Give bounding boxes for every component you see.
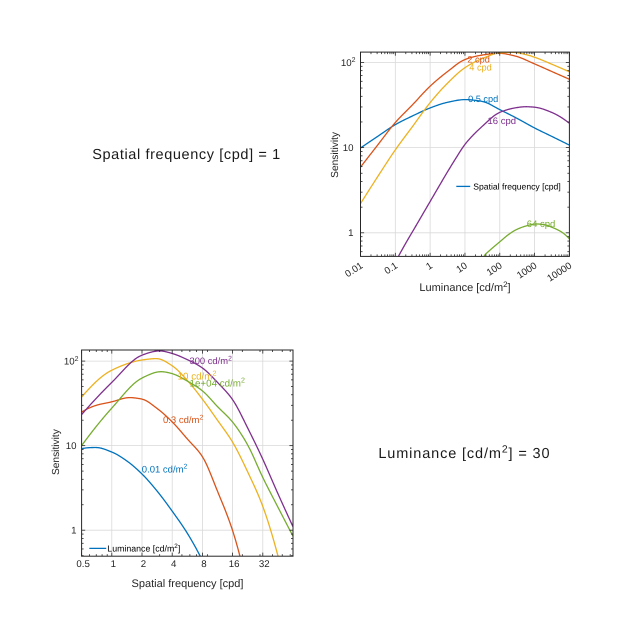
svg-text:10: 10 [343, 143, 354, 154]
svg-text:10: 10 [66, 441, 77, 452]
svg-text:2: 2 [141, 559, 146, 570]
svg-text:Spatial frequency [cpd]: Spatial frequency [cpd] [473, 182, 560, 192]
svg-text:1: 1 [111, 559, 116, 570]
svg-text:1: 1 [71, 526, 76, 537]
svg-text:Spatial frequency [cpd] = 1: Spatial frequency [cpd] = 1 [92, 147, 281, 163]
svg-text:1: 1 [348, 228, 353, 239]
svg-text:Sensitivity: Sensitivity [51, 428, 62, 475]
svg-text:1: 1 [424, 260, 435, 272]
svg-text:2 cpd: 2 cpd [467, 55, 489, 65]
svg-text:300 cd/m2: 300 cd/m2 [190, 355, 233, 366]
svg-text:Spatial frequency [cpd]: Spatial frequency [cpd] [132, 578, 244, 590]
svg-text:102: 102 [341, 57, 356, 69]
svg-text:16 cpd: 16 cpd [488, 116, 517, 127]
svg-text:0.5: 0.5 [76, 559, 89, 570]
svg-text:4 cpd: 4 cpd [469, 63, 491, 73]
svg-text:1e+04 cd/m2: 1e+04 cd/m2 [190, 378, 245, 390]
svg-text:0.5 cpd: 0.5 cpd [468, 94, 498, 104]
svg-text:Luminance [cd/m2]: Luminance [cd/m2] [419, 280, 510, 294]
svg-text:0.01 cd/m2: 0.01 cd/m2 [142, 464, 188, 476]
svg-text:8: 8 [201, 559, 206, 570]
svg-text:32: 32 [259, 559, 270, 570]
svg-text:102: 102 [64, 356, 79, 368]
svg-text:Luminance [cd/m2]: Luminance [cd/m2] [107, 543, 180, 553]
svg-text:0.3 cd/m2: 0.3 cd/m2 [163, 415, 203, 427]
svg-text:Luminance [cd/m2] = 30: Luminance [cd/m2] = 30 [378, 444, 550, 462]
svg-text:16: 16 [229, 559, 240, 570]
svg-text:64 cpd: 64 cpd [527, 219, 556, 230]
svg-text:10 cd/m2: 10 cd/m2 [178, 371, 217, 383]
svg-text:Sensitivity: Sensitivity [330, 131, 341, 178]
svg-text:4: 4 [171, 559, 177, 570]
